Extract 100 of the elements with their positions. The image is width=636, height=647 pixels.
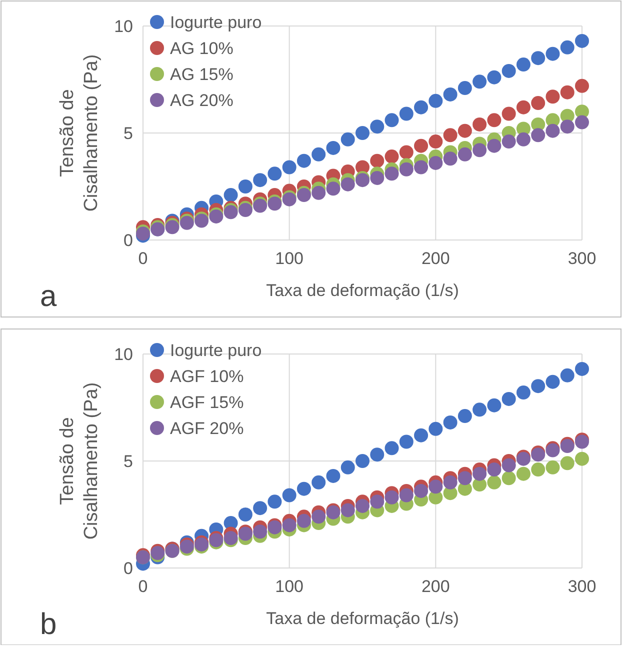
point [516, 132, 530, 146]
x-tick-label: 200 [421, 249, 450, 268]
point [502, 458, 516, 472]
legend-label: AGF 10% [170, 367, 244, 386]
point [575, 362, 589, 376]
point [458, 147, 472, 162]
point [531, 448, 546, 462]
point [546, 460, 560, 474]
point [516, 466, 530, 481]
point [238, 508, 252, 522]
point [560, 85, 574, 100]
point [326, 468, 340, 483]
y-tick-label: 0 [124, 231, 133, 250]
point [531, 96, 546, 110]
point [502, 134, 516, 149]
point [472, 117, 487, 132]
point [458, 409, 472, 424]
legend-label: AG 10% [170, 39, 234, 58]
x-tick-label: 300 [568, 249, 596, 268]
legend-label: Iogurte puro [170, 341, 262, 360]
point [282, 518, 296, 532]
point [282, 160, 296, 174]
point [384, 441, 399, 456]
point [472, 402, 487, 417]
point [443, 87, 458, 102]
point [516, 386, 530, 400]
point [384, 113, 399, 128]
point [458, 471, 472, 486]
y-axis-title: Tensão de Cisalhamento (Pa) [57, 54, 102, 212]
point [560, 40, 574, 54]
legend-label: AG 20% [170, 91, 234, 110]
point [546, 374, 560, 389]
point [399, 488, 414, 502]
point [575, 34, 589, 48]
text: a [40, 280, 57, 313]
point [502, 64, 516, 78]
point [428, 156, 443, 170]
point [296, 188, 311, 202]
point [487, 398, 502, 412]
point [296, 154, 311, 168]
point [516, 58, 530, 72]
point [443, 475, 458, 490]
point [356, 454, 370, 468]
x-tick-label: 0 [138, 249, 148, 268]
y-tick-label: 5 [124, 452, 133, 471]
point [531, 51, 546, 66]
point [487, 138, 502, 153]
point [370, 170, 384, 185]
x-tick-label: 200 [421, 577, 450, 596]
point [428, 480, 443, 494]
point [340, 460, 355, 474]
point [296, 514, 311, 528]
y-axis-title: Tensão de Cisalhamento (Pa) [57, 382, 102, 540]
x-axis-title: Taxa de deformação (1/s) [266, 609, 459, 628]
point [414, 484, 428, 498]
x-tick-label: 300 [568, 577, 596, 596]
point [370, 494, 384, 509]
point [428, 134, 443, 149]
point [253, 501, 268, 516]
point [502, 392, 516, 406]
point [399, 434, 414, 449]
point [575, 452, 589, 466]
point [560, 456, 574, 470]
point [487, 462, 502, 477]
point [502, 471, 516, 486]
point [458, 124, 472, 138]
point [443, 152, 458, 166]
point [384, 150, 399, 164]
point [340, 503, 355, 518]
point [312, 147, 326, 162]
point [516, 100, 530, 114]
point [472, 74, 487, 89]
point [487, 113, 502, 128]
point [340, 132, 355, 146]
point [560, 120, 574, 134]
point [472, 466, 487, 481]
point [443, 128, 458, 142]
point [575, 78, 589, 93]
x-tick-label: 100 [275, 249, 304, 268]
point [224, 188, 238, 202]
point [340, 177, 355, 192]
point [531, 128, 546, 142]
point [370, 448, 384, 462]
point [326, 140, 340, 155]
point [414, 160, 428, 174]
x-tick-label: 100 [275, 577, 304, 596]
point [282, 488, 296, 502]
y-tick-label: 5 [124, 124, 133, 143]
y-tick-label: 10 [114, 17, 133, 36]
point [326, 182, 340, 196]
point [560, 368, 574, 382]
y-tick-label: 0 [124, 559, 133, 578]
y-tick-label: 10 [114, 345, 133, 364]
point [531, 379, 546, 394]
point [253, 173, 268, 188]
point [487, 475, 502, 490]
point [370, 120, 384, 134]
point [312, 510, 326, 524]
point [253, 524, 268, 539]
point [502, 106, 516, 121]
